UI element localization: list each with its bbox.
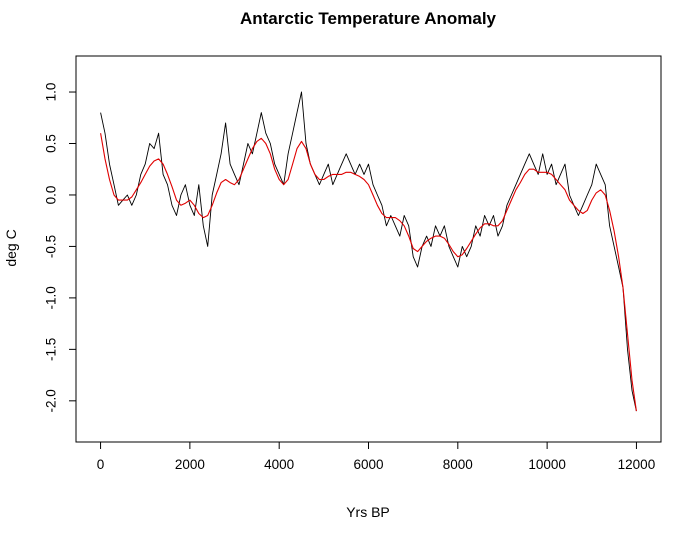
y-tick-label: -1.5 xyxy=(44,338,59,361)
y-tick-label: 0.0 xyxy=(44,186,59,205)
x-tick-label: 12000 xyxy=(618,457,656,472)
y-tick-label: -1.0 xyxy=(44,286,59,309)
y-tick-label: -2.0 xyxy=(44,389,59,412)
x-tick-label: 2000 xyxy=(175,457,205,472)
y-tick-label: -0.5 xyxy=(44,235,59,258)
plot-frame xyxy=(75,55,662,443)
y-axis-label: deg C xyxy=(3,229,19,266)
x-tick-label: 10000 xyxy=(528,457,566,472)
y-tick-label: 1.0 xyxy=(44,83,59,102)
x-tick-label: 0 xyxy=(97,457,105,472)
y-axis: -2.0 -1.5 -1.0 -0.5 0.0 0.5 1.0 xyxy=(44,83,77,412)
chart-title: Antarctic Temperature Anomaly xyxy=(240,9,497,28)
x-axis-label: Yrs BP xyxy=(346,504,390,520)
x-axis: 0 2000 4000 6000 8000 10000 12000 xyxy=(97,441,656,472)
series-line-raw xyxy=(100,91,637,412)
series-line-smoothed xyxy=(100,133,637,412)
x-tick-label: 6000 xyxy=(353,457,383,472)
x-tick-label: 8000 xyxy=(443,457,473,472)
series-layer xyxy=(100,91,637,412)
x-tick-label: 4000 xyxy=(264,457,294,472)
y-tick-label: 0.5 xyxy=(44,134,59,153)
